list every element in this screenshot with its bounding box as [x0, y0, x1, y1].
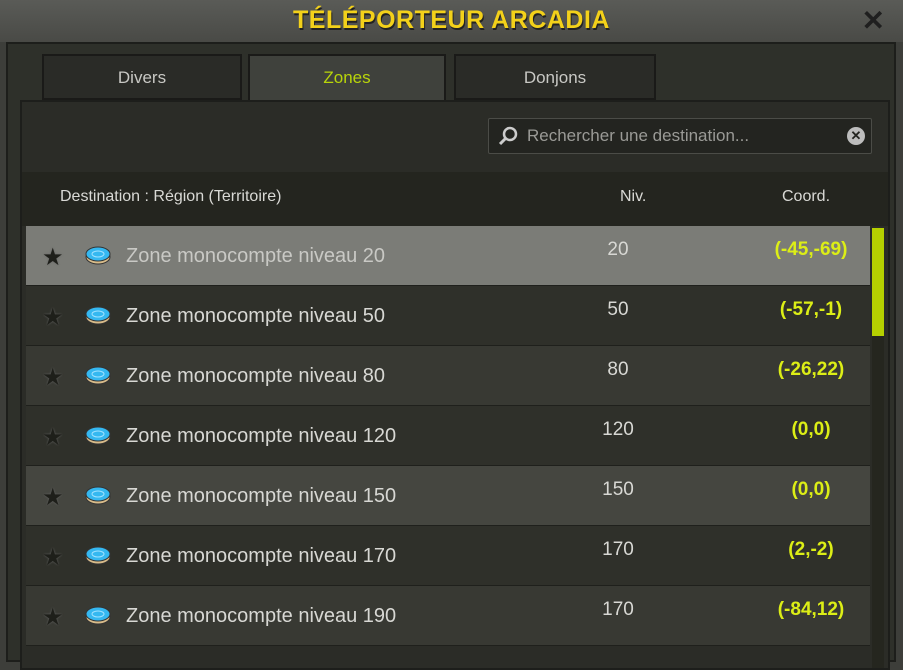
destination-level: 150: [602, 479, 634, 500]
destination-coord: (-26,22): [777, 359, 845, 380]
favorite-star-icon[interactable]: ★: [42, 544, 64, 571]
destination-coord: (0,0): [791, 479, 831, 500]
destination-level: 80: [607, 359, 629, 380]
tab-zones[interactable]: Zones: [248, 54, 446, 104]
destination-name: Zone monocompte niveau 190: [126, 605, 397, 627]
destination-level: 20: [607, 239, 629, 260]
zaap-portal-icon: [85, 246, 111, 265]
search-input[interactable]: [527, 119, 847, 153]
destination-name: Zone monocompte niveau 50: [126, 305, 386, 327]
destination-name: Zone monocompte niveau 170: [126, 545, 397, 567]
favorite-star-icon[interactable]: ★: [42, 424, 64, 451]
table-row[interactable]: ★ Zone monocompte niveau 50 50 (-57,-1): [26, 286, 870, 346]
zaap-portal-icon: [85, 306, 111, 325]
table-row[interactable]: ★ Zone monocompte niveau 190 170 (-84,12…: [26, 586, 870, 646]
zones-panel: ✕ Destination : Région (Territoire) Niv.…: [20, 100, 890, 670]
tab-divers[interactable]: Divers: [42, 54, 242, 100]
destination-list: ★ Zone monocompte niveau 20 20 (-45,-69)…: [26, 226, 870, 646]
destination-name: Zone monocompte niveau 80: [126, 365, 386, 387]
clear-search-icon[interactable]: ✕: [847, 127, 865, 145]
scrollbar-thumb[interactable]: [872, 228, 884, 336]
table-header: Destination : Région (Territoire) Niv. C…: [22, 172, 888, 226]
destination-name: Zone monocompte niveau 120: [126, 425, 397, 447]
header-destination[interactable]: Destination : Région (Territoire): [60, 188, 282, 205]
favorite-star-icon[interactable]: ★: [42, 484, 64, 511]
destination-coord: (0,0): [791, 419, 831, 440]
table-row[interactable]: ★ Zone monocompte niveau 150 150 (0,0): [26, 466, 870, 526]
favorite-star-icon[interactable]: ★: [42, 604, 64, 631]
header-level[interactable]: Niv.: [620, 188, 647, 205]
window-frame: Divers Zones Donjons ✕ Destination : Rég…: [6, 42, 896, 670]
destination-coord: (2,-2): [788, 539, 834, 560]
search-icon: [498, 126, 518, 146]
table-row[interactable]: ★ Zone monocompte niveau 20 20 (-45,-69): [26, 226, 870, 286]
favorite-star-icon[interactable]: ★: [42, 304, 64, 331]
destination-coord: (-45,-69): [774, 239, 848, 260]
close-icon[interactable]: ✕: [861, 5, 885, 36]
window-title: TÉLÉPORTEUR ARCADIA: [293, 6, 610, 34]
table-row[interactable]: ★ Zone monocompte niveau 120 120 (0,0): [26, 406, 870, 466]
zaap-portal-icon: [85, 606, 111, 625]
tab-donjons[interactable]: Donjons: [454, 54, 656, 100]
zaap-portal-icon: [85, 366, 111, 385]
title-bar: TÉLÉPORTEUR ARCADIA ✕: [0, 0, 903, 42]
zaap-portal-icon: [85, 546, 111, 565]
destination-name: Zone monocompte niveau 150: [126, 485, 397, 507]
zaap-portal-icon: [85, 426, 111, 445]
favorite-star-icon[interactable]: ★: [42, 244, 64, 271]
favorite-star-icon[interactable]: ★: [42, 364, 64, 391]
destination-coord: (-57,-1): [779, 299, 843, 320]
destination-coord: (-84,12): [777, 599, 845, 620]
zaap-portal-icon: [85, 486, 111, 505]
destination-level: 120: [602, 419, 634, 440]
scrollbar[interactable]: [872, 228, 884, 668]
destination-level: 170: [602, 539, 634, 560]
table-row[interactable]: ★ Zone monocompte niveau 80 80 (-26,22): [26, 346, 870, 406]
destination-name: Zone monocompte niveau 20: [126, 245, 386, 267]
table-row[interactable]: ★ Zone monocompte niveau 170 170 (2,-2): [26, 526, 870, 586]
search-box[interactable]: ✕: [488, 118, 872, 154]
destination-level: 50: [607, 299, 629, 320]
header-coord[interactable]: Coord.: [782, 188, 831, 205]
destination-level: 170: [602, 599, 634, 620]
